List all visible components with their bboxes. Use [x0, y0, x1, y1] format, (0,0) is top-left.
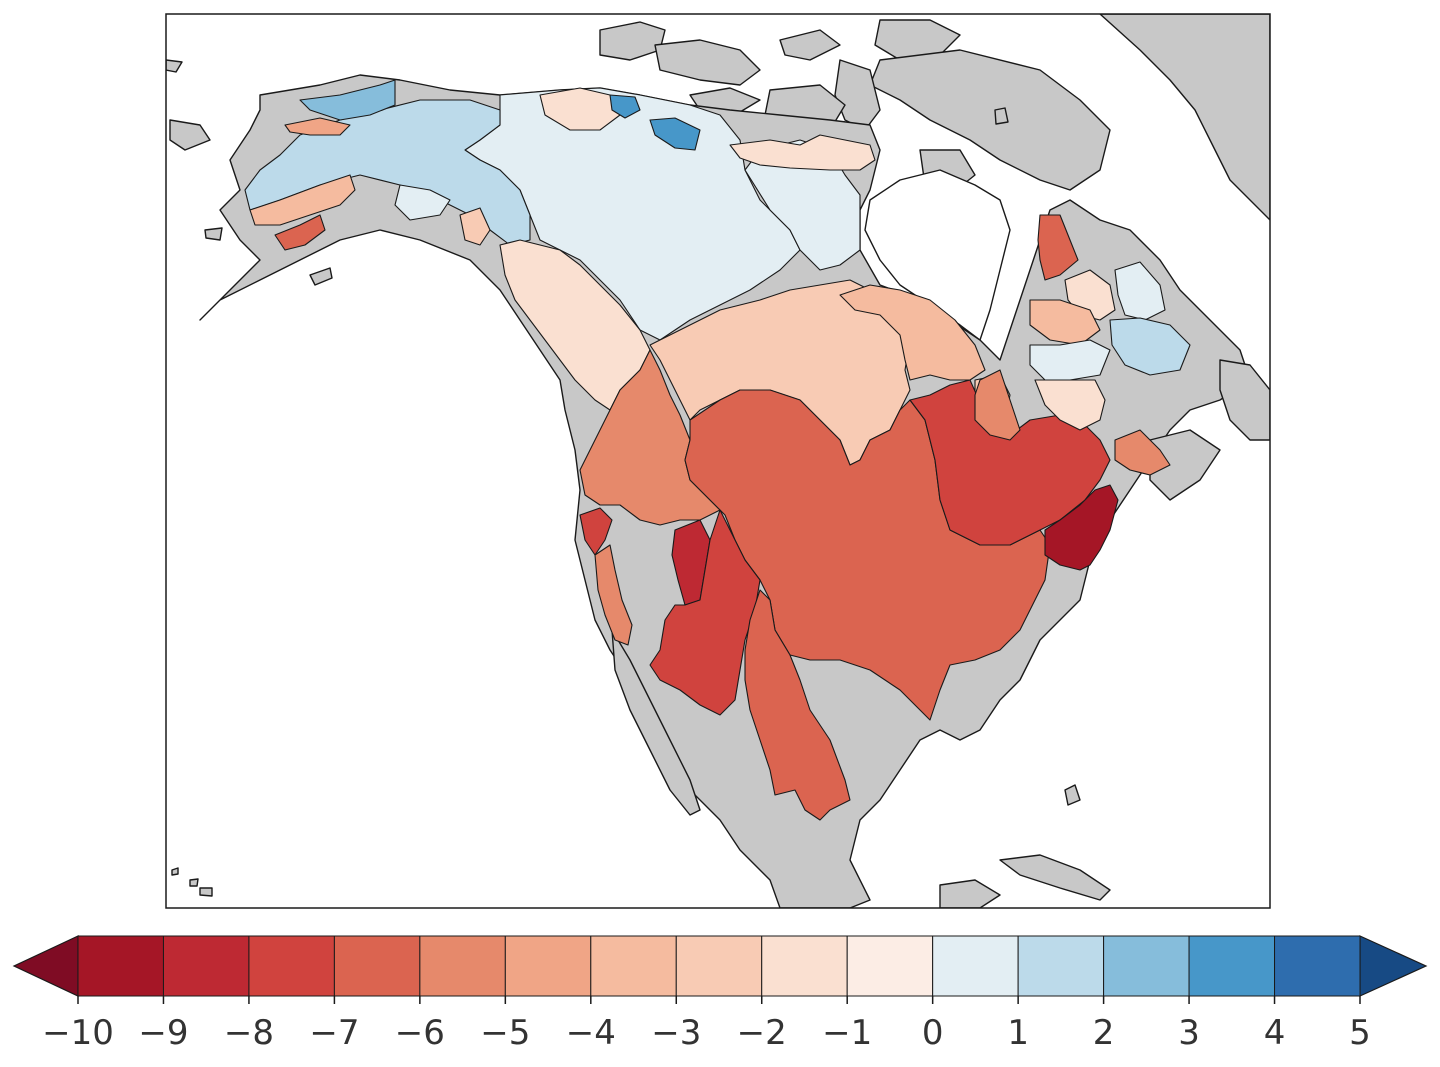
colorbar-tick-label: −9: [138, 1013, 188, 1053]
baja: [611, 629, 701, 816]
hispaniola: [939, 879, 1001, 908]
small-caribbean: [1064, 784, 1081, 806]
colorbar-tick-label: 0: [922, 1013, 944, 1053]
nova-scotia: [1149, 429, 1221, 501]
hudson-bay: [864, 169, 1011, 341]
colorbar-segment: [675, 935, 763, 997]
colorbar-segment: [1188, 935, 1276, 997]
basin-quebec-central: [1029, 339, 1111, 381]
basin-alaska-interior-small: [394, 184, 451, 221]
colorbar-tick-label: −10: [42, 1013, 114, 1053]
basin-quebec-north: [1029, 299, 1101, 346]
hawaii-2: [189, 878, 199, 887]
colorbar-segment: [1017, 935, 1105, 997]
basin-quebec-south: [1034, 379, 1106, 431]
arctic-island-6: [869, 49, 1111, 191]
colorbar-tick-label: 3: [1178, 1013, 1200, 1053]
colorbar-tick-label: 2: [1093, 1013, 1115, 1053]
colorbar-tick-label: −3: [651, 1013, 701, 1053]
colorbar-segment: [761, 935, 848, 997]
basin-arctic-east-blue: [609, 94, 641, 119]
colorbar-segment: [1103, 935, 1190, 997]
hawaii-3: [199, 887, 213, 897]
basin-labrador-north: [1037, 214, 1079, 281]
colorbar-extend-high: [1359, 935, 1428, 997]
colorbar-tick-label: −1: [822, 1013, 872, 1053]
map-frame: [165, 13, 1271, 909]
colorbar: −10 −9 −8 −7 −6 −5 −4 −3 −2 −1 0 1 2 3 4 5: [12, 935, 1428, 1053]
map-panel: [165, 13, 1271, 909]
basin-alaska-south: [249, 174, 356, 226]
basin-atlantic-northeast: [1044, 484, 1119, 571]
arctic-island-2: [654, 39, 761, 86]
colorbar-segment: [248, 935, 335, 997]
colorbar-segment: [590, 935, 677, 997]
basin-layer: [244, 79, 1191, 821]
colorbar-tick-label: −5: [480, 1013, 530, 1053]
basin-colorado: [649, 509, 761, 716]
hawaii-1: [171, 867, 179, 876]
basin-hudson-bay-west: [744, 139, 861, 271]
colorbar-segment: [333, 935, 421, 997]
kodiak-island: [204, 227, 223, 241]
basin-rio-grande: [744, 589, 851, 821]
colorbar-segment: [504, 935, 592, 997]
colorbar-tick-label: −7: [309, 1013, 359, 1053]
basin-quebec-blue: [1109, 317, 1191, 376]
basin-arctic-east-deep: [649, 117, 701, 151]
colorbar-segment: [1274, 935, 1361, 997]
basin-alaska-southwest: [274, 214, 326, 251]
basin-hudson-north: [729, 134, 876, 171]
colorbar-tick-label: −6: [395, 1013, 445, 1053]
colorbar-tick-label: 4: [1264, 1013, 1286, 1053]
alaska-west-island: [169, 119, 211, 151]
colorbar-segment: [162, 935, 250, 997]
colorbar-tick-label: −2: [737, 1013, 787, 1053]
colorbar-segment: [77, 935, 164, 997]
colorbar-extend-low: [12, 935, 79, 997]
alaska-nw-island: [166, 59, 183, 73]
basin-alaska-northwest: [284, 117, 351, 136]
basin-atlantic-maritime: [1114, 429, 1171, 476]
basin-ohio-east: [974, 369, 1021, 441]
colorbar-segment: [932, 935, 1019, 997]
colorbar-tick-label: 5: [1349, 1013, 1371, 1053]
cuba: [999, 854, 1111, 901]
greenland-land: [1099, 14, 1270, 221]
small-island-a: [994, 107, 1009, 125]
aleutian-island: [309, 267, 333, 286]
arctic-island-4: [779, 29, 841, 61]
basin-california-north: [579, 507, 613, 556]
colorbar-tick-label: 1: [1007, 1013, 1029, 1053]
basin-alaska-north-slope: [299, 79, 396, 121]
colorbar-segment: [846, 935, 934, 997]
basin-california-central: [594, 544, 633, 646]
basin-arctic-coast-small: [539, 87, 621, 131]
colorbar-tick-label: −8: [224, 1013, 274, 1053]
basin-hudson-south: [839, 284, 986, 381]
colorbar-segment: [419, 935, 506, 997]
newfoundland: [1219, 359, 1270, 441]
basin-labrador-east: [1114, 261, 1166, 321]
colorbar-tick-label: −4: [566, 1013, 616, 1053]
basin-bc-coast-north: [459, 207, 491, 246]
